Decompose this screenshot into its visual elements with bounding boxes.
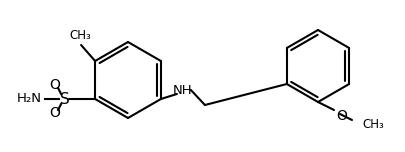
Text: H₂N: H₂N: [17, 92, 42, 105]
Text: O: O: [49, 78, 60, 92]
Text: CH₃: CH₃: [361, 117, 383, 131]
Text: NH: NH: [173, 85, 192, 97]
Text: O: O: [49, 106, 60, 120]
Text: CH₃: CH₃: [69, 29, 91, 42]
Text: O: O: [336, 109, 347, 123]
Text: S: S: [60, 92, 70, 107]
